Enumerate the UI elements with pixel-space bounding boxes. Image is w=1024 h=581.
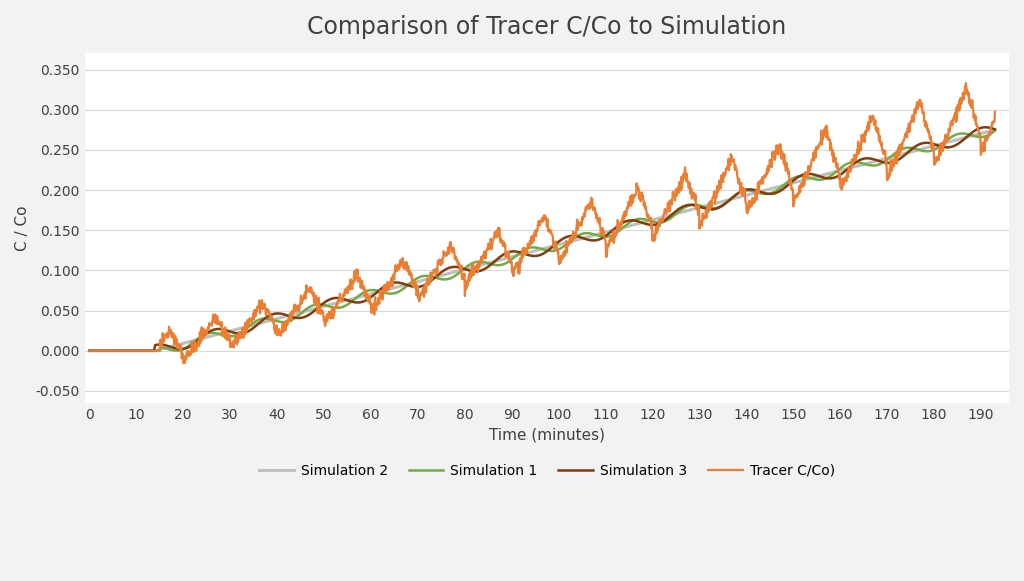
Simulation 2 <box>863 159 876 166</box>
Tracer C/Co) <box>959 80 972 87</box>
Simulation 1 <box>660 217 673 224</box>
Simulation 1 <box>138 347 151 354</box>
Simulation 2 <box>83 347 95 354</box>
Title: Comparison of Tracer C/Co to Simulation: Comparison of Tracer C/Co to Simulation <box>307 15 786 39</box>
Simulation 2 <box>633 220 645 227</box>
Simulation 1 <box>863 162 876 168</box>
Y-axis label: C / Co: C / Co <box>15 206 30 251</box>
Simulation 2 <box>660 213 673 220</box>
Simulation 1 <box>609 230 622 237</box>
Tracer C/Co) <box>797 182 809 189</box>
Line: Simulation 2: Simulation 2 <box>89 130 995 351</box>
Tracer C/Co) <box>964 100 976 107</box>
Simulation 1 <box>633 216 645 223</box>
Line: Simulation 3: Simulation 3 <box>89 127 995 351</box>
Line: Simulation 1: Simulation 1 <box>89 131 995 351</box>
Simulation 3 <box>863 155 876 162</box>
Simulation 3 <box>609 225 622 232</box>
Simulation 3 <box>138 347 151 354</box>
Simulation 2 <box>989 126 1001 133</box>
Simulation 3 <box>83 347 95 354</box>
Line: Tracer C/Co): Tracer C/Co) <box>89 83 995 363</box>
Simulation 1 <box>83 347 95 354</box>
Simulation 2 <box>770 184 782 191</box>
Tracer C/Co) <box>177 360 189 367</box>
Tracer C/Co) <box>963 95 975 102</box>
Simulation 1 <box>770 187 782 194</box>
Simulation 3 <box>633 218 645 225</box>
Simulation 2 <box>609 226 622 233</box>
Simulation 3 <box>979 124 991 131</box>
Simulation 2 <box>138 347 151 354</box>
Tracer C/Co) <box>83 347 95 354</box>
Simulation 3 <box>989 126 1001 133</box>
Simulation 3 <box>770 189 782 196</box>
Tracer C/Co) <box>524 237 537 244</box>
Tracer C/Co) <box>500 249 512 256</box>
Legend: Simulation 2, Simulation 1, Simulation 3, Tracer C/Co): Simulation 2, Simulation 1, Simulation 3… <box>253 458 841 483</box>
Tracer C/Co) <box>989 108 1001 115</box>
Simulation 1 <box>989 127 1001 134</box>
Simulation 3 <box>660 216 673 223</box>
X-axis label: Time (minutes): Time (minutes) <box>488 428 605 442</box>
Tracer C/Co) <box>129 347 141 354</box>
